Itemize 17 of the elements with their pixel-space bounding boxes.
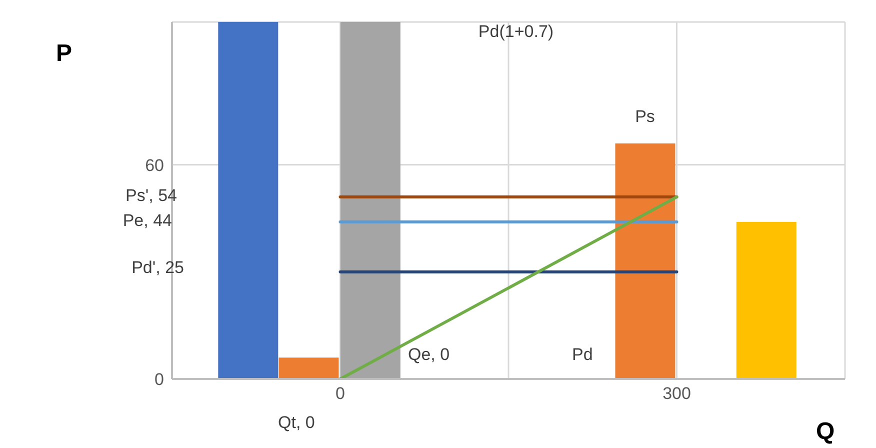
bar	[218, 22, 278, 379]
annotation: Pd(1+0.7)	[478, 22, 554, 42]
x-tick-label: 300	[662, 384, 691, 404]
annotation: Ps', 54	[126, 186, 177, 206]
bar	[340, 22, 400, 379]
bar	[278, 358, 339, 379]
y-axis-title: P	[56, 40, 72, 68]
annotation: Pd', 25	[132, 258, 184, 278]
annotation: Pe, 44	[122, 211, 172, 231]
bar	[736, 222, 796, 379]
bar	[615, 143, 676, 379]
y-tick-label: 60	[145, 156, 164, 175]
annotation: Pd	[572, 345, 593, 365]
x-axis-title: Q	[816, 418, 835, 446]
annotation: Ps	[635, 107, 655, 127]
text: Qt, 0	[278, 413, 315, 433]
annotation: Qe, 0	[408, 345, 450, 365]
